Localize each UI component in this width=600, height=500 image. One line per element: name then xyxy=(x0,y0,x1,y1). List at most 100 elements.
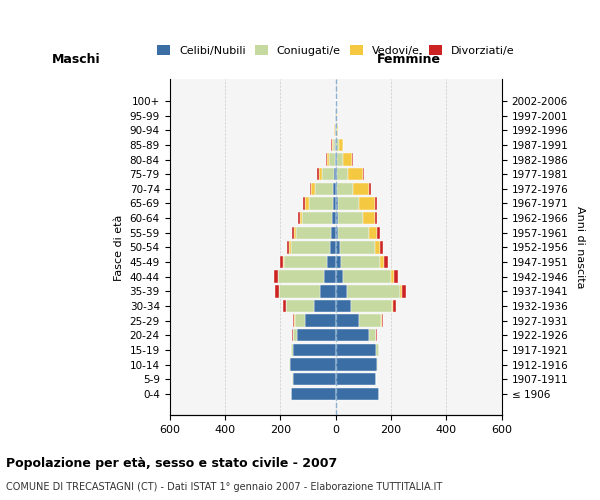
Bar xyxy=(336,138,339,151)
Bar xyxy=(400,285,402,298)
Bar xyxy=(328,256,335,268)
Bar xyxy=(333,138,335,151)
Bar xyxy=(310,182,311,195)
Bar xyxy=(369,329,376,342)
Bar xyxy=(319,168,322,180)
Bar xyxy=(335,212,338,224)
Bar xyxy=(333,197,335,209)
Bar xyxy=(337,154,343,166)
Bar xyxy=(335,226,338,239)
Bar xyxy=(334,168,335,180)
Bar xyxy=(297,329,335,342)
Bar xyxy=(296,226,331,239)
Bar xyxy=(293,329,297,342)
Bar xyxy=(293,314,295,327)
Bar xyxy=(392,300,393,312)
Bar xyxy=(283,256,284,268)
Bar xyxy=(335,388,379,400)
Bar xyxy=(292,388,335,400)
Bar xyxy=(351,300,392,312)
Bar xyxy=(349,168,363,180)
Bar xyxy=(375,212,377,224)
Text: Femmine: Femmine xyxy=(377,53,441,66)
Bar xyxy=(274,270,278,283)
Bar xyxy=(275,285,279,298)
Bar xyxy=(280,285,320,298)
Bar xyxy=(335,241,340,254)
Bar xyxy=(314,300,335,312)
Bar xyxy=(377,226,380,239)
Bar xyxy=(311,182,314,195)
Bar xyxy=(402,285,406,298)
Bar xyxy=(337,182,353,195)
Bar xyxy=(334,182,335,195)
Bar xyxy=(290,358,335,370)
Bar xyxy=(353,182,369,195)
Bar xyxy=(298,212,300,224)
Bar xyxy=(338,226,370,239)
Bar xyxy=(291,241,329,254)
Bar xyxy=(300,212,302,224)
Bar xyxy=(305,197,308,209)
Bar xyxy=(335,154,337,166)
Bar xyxy=(335,358,377,370)
Bar xyxy=(289,241,291,254)
Bar xyxy=(287,241,289,254)
Bar xyxy=(292,226,295,239)
Bar xyxy=(338,197,359,209)
Bar xyxy=(335,285,347,298)
Bar xyxy=(376,344,379,356)
Bar xyxy=(295,226,296,239)
Bar xyxy=(329,241,335,254)
Text: COMUNE DI TRECASTAGNI (CT) - Dati ISTAT 1° gennaio 2007 - Elaborazione TUTTITALI: COMUNE DI TRECASTAGNI (CT) - Dati ISTAT … xyxy=(6,482,442,492)
Bar xyxy=(278,270,324,283)
Bar xyxy=(329,154,335,166)
Bar xyxy=(369,182,371,195)
Bar xyxy=(332,212,335,224)
Y-axis label: Fasce di età: Fasce di età xyxy=(114,214,124,280)
Bar xyxy=(343,154,352,166)
Bar xyxy=(364,212,375,224)
Bar xyxy=(335,168,337,180)
Bar xyxy=(302,212,332,224)
Bar xyxy=(375,197,377,209)
Bar xyxy=(394,270,398,283)
Bar xyxy=(293,344,335,356)
Text: Maschi: Maschi xyxy=(52,53,101,66)
Bar xyxy=(335,300,351,312)
Bar xyxy=(377,358,378,370)
Bar xyxy=(336,124,337,136)
Bar xyxy=(339,138,343,151)
Bar xyxy=(335,270,343,283)
Bar xyxy=(393,300,396,312)
Bar xyxy=(335,314,359,327)
Bar xyxy=(331,226,335,239)
Bar xyxy=(317,168,319,180)
Bar xyxy=(340,241,375,254)
Bar xyxy=(303,197,305,209)
Bar xyxy=(314,182,334,195)
Bar xyxy=(335,373,376,386)
Bar xyxy=(322,168,334,180)
Bar xyxy=(293,373,335,386)
Legend: Celibi/Nubili, Coniugati/e, Vedovi/e, Divorziati/e: Celibi/Nubili, Coniugati/e, Vedovi/e, Di… xyxy=(154,42,518,59)
Text: Popolazione per età, sesso e stato civile - 2007: Popolazione per età, sesso e stato civil… xyxy=(6,458,337,470)
Bar xyxy=(280,256,283,268)
Bar xyxy=(324,270,335,283)
Bar xyxy=(343,270,391,283)
Bar xyxy=(292,344,293,356)
Bar xyxy=(359,197,375,209)
Bar xyxy=(391,270,394,283)
Bar xyxy=(347,285,400,298)
Bar xyxy=(326,154,329,166)
Bar xyxy=(382,314,383,327)
Bar xyxy=(384,256,388,268)
Bar xyxy=(380,256,384,268)
Bar xyxy=(337,124,338,136)
Y-axis label: Anni di nascita: Anni di nascita xyxy=(575,206,585,288)
Bar xyxy=(338,212,364,224)
Bar xyxy=(375,241,380,254)
Bar xyxy=(359,314,381,327)
Bar xyxy=(335,344,376,356)
Bar xyxy=(332,138,333,151)
